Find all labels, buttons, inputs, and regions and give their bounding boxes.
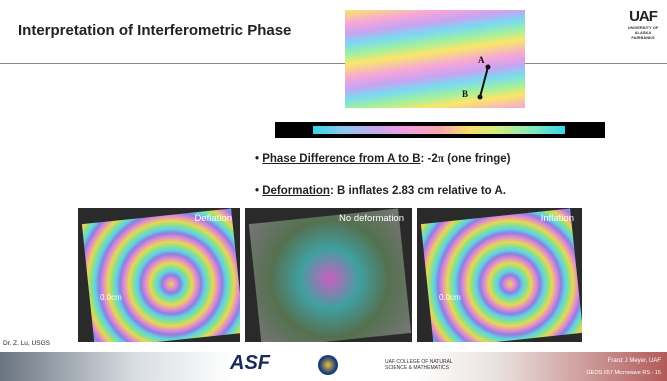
fringe-map (82, 209, 240, 342)
footer-author: Franz J Meyer, UAF (608, 358, 661, 364)
slide-title: Interpretation of Interferometric Phase (18, 22, 291, 39)
college-logo: UAF COLLEGE OF NATURAL SCIENCE & MATHEMA… (385, 359, 455, 371)
point-label: A (478, 55, 485, 65)
logo-text: UAF (626, 8, 660, 25)
bullet-text: (one fringe) (444, 153, 510, 165)
header-rule (0, 63, 667, 64)
color-bar (275, 122, 605, 138)
page: {"header":{"title":"Interpretation of In… (0, 0, 667, 381)
credit: Dr. Z. Lu, USGS (3, 340, 50, 347)
image-caption: Deflation (195, 213, 233, 224)
bullet-label: Phase Difference from A to B (262, 153, 420, 165)
interferogram: Deflation 0.0cm (78, 208, 240, 342)
scale-label: 0.0cm (100, 293, 122, 302)
bullet-text: : -2 (421, 153, 438, 165)
interferogram: Inflation 0.0cm (417, 208, 582, 342)
logo-subtitle: UNIVERSITY OF ALASKA FAIRBANKS (626, 25, 660, 40)
seal-logo (318, 355, 338, 375)
image-caption: No deformation (339, 213, 404, 224)
bullet-marker: • (255, 185, 259, 197)
image-caption: Inflation (541, 213, 574, 224)
uaf-logo: UAF UNIVERSITY OF ALASKA FAIRBANKS (626, 8, 660, 40)
fringe-image: A B (345, 10, 525, 108)
fringe-map (421, 209, 582, 342)
ab-line (345, 10, 525, 108)
point-label: B (462, 89, 468, 99)
color-scale (313, 126, 565, 134)
bullet: • Phase Difference from A to B: -2π (one… (255, 153, 511, 165)
bullet-marker: • (255, 153, 259, 165)
asf-logo: ASF (230, 352, 270, 375)
interferogram: No deformation (245, 208, 412, 342)
footer-course: GEOS 657 Microwave RS - 15 (586, 370, 661, 376)
bullet-text: : B inflates 2.83 cm relative to A. (330, 185, 506, 197)
bullet-label: Deformation (262, 185, 330, 197)
slide: Interpretation of Interferometric Phase … (0, 0, 667, 381)
bullet: • Deformation: B inflates 2.83 cm relati… (255, 185, 506, 197)
fringe-map (249, 209, 411, 342)
scale-label: 0.0cm (439, 293, 461, 302)
